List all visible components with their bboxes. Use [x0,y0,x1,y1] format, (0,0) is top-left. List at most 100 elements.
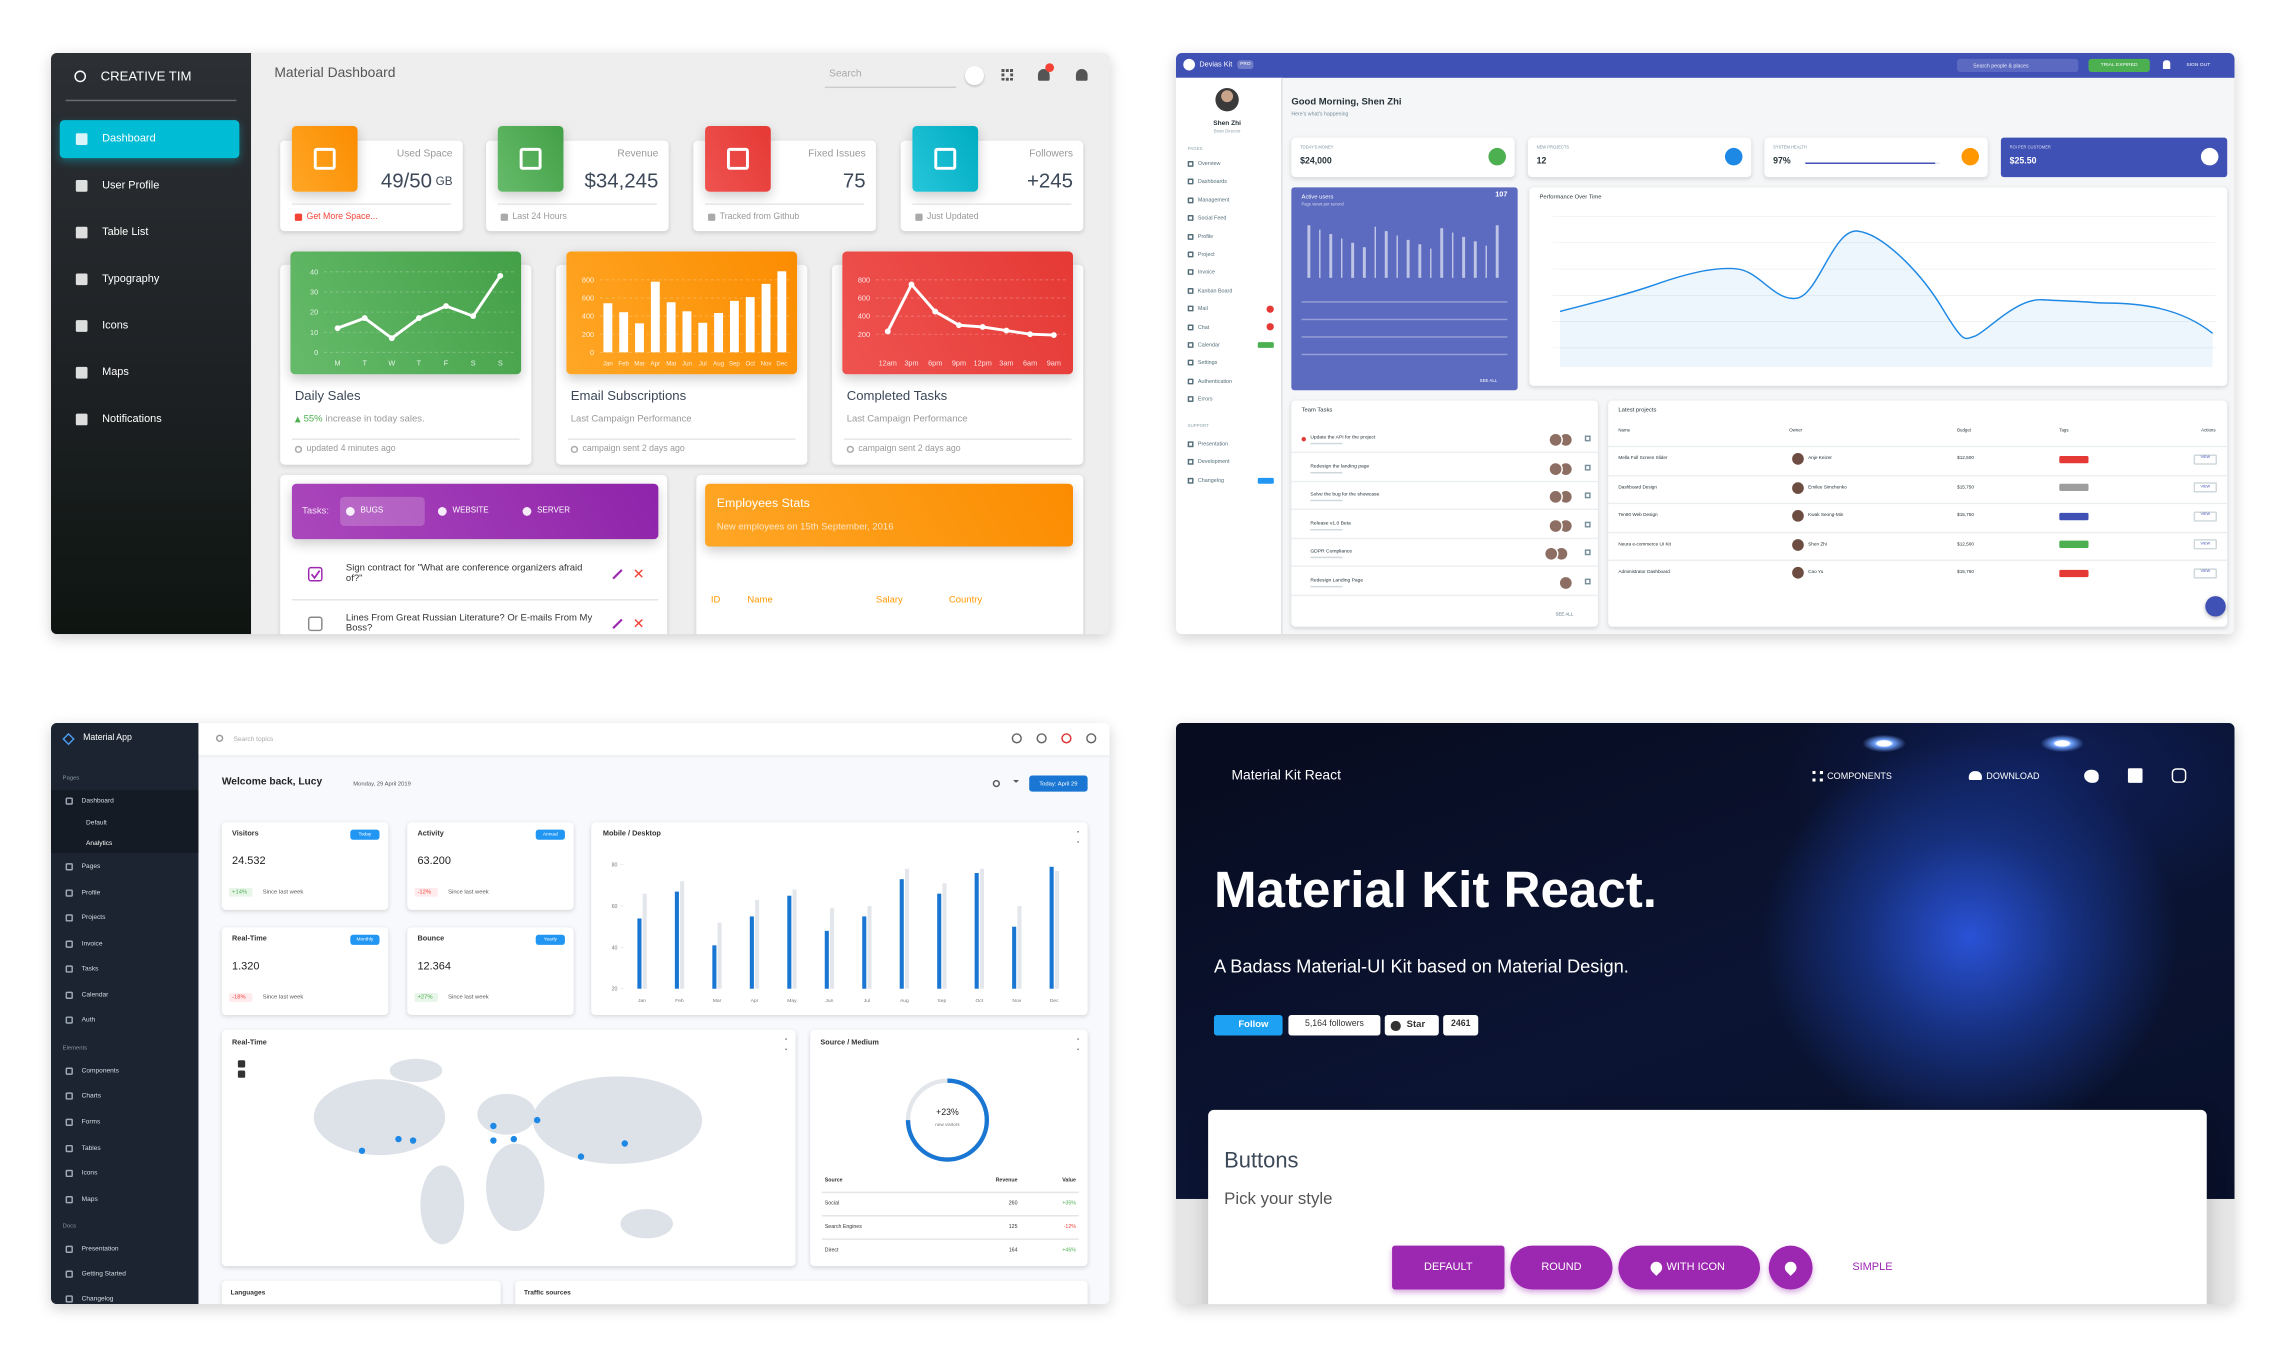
nav-item[interactable]: Profile [81,888,101,896]
label[interactable]: SIGN OUT [2186,61,2211,67]
trial-button[interactable] [2088,58,2150,72]
search-box[interactable] [1957,58,2079,72]
top-icon[interactable] [1036,733,1047,744]
nav-item[interactable]: Dashboard [81,796,114,804]
nav-item[interactable]: Project [1197,251,1215,258]
nav-item[interactable]: Changelog [81,1294,114,1302]
donut-arc [905,1078,990,1162]
nav-item[interactable]: Presentation [81,1244,119,1253]
search-input[interactable]: Search [829,69,862,80]
apps-icon[interactable] [1001,69,1014,81]
top-icon[interactable] [1086,733,1097,744]
button[interactable] [1510,1245,1613,1290]
view-button[interactable] [2193,510,2217,521]
nav-item[interactable]: Social Feed [1197,215,1227,221]
nav-item[interactable]: Icons [102,318,129,332]
top-icon[interactable] [1011,733,1022,744]
button[interactable] [1392,1245,1505,1290]
nav-item[interactable]: Notifications [102,411,162,425]
nav-item[interactable]: Tasks [81,964,99,972]
view-button[interactable] [2193,453,2217,464]
search-input[interactable]: Search topics [233,735,274,743]
bell-icon[interactable] [1037,69,1050,81]
follow-button[interactable] [1213,1015,1283,1036]
tab[interactable]: SERVER [537,506,571,516]
label[interactable]: SEE ALL [1479,377,1498,384]
today-button[interactable] [1029,775,1088,792]
nav-item[interactable]: User Profile [102,178,160,192]
nav-item[interactable]: Icons [81,1168,98,1177]
nav-item[interactable]: Default [86,818,107,826]
filter-icon[interactable] [1013,779,1019,783]
nav-item[interactable]: Mail [1197,305,1208,312]
nav-item[interactable]: Invoice [1197,269,1215,276]
nav-item[interactable]: Chat [1197,323,1210,330]
nav-item[interactable]: Calendar [81,990,109,999]
nav-item[interactable]: Getting Started [81,1269,126,1277]
nav-item[interactable]: Dashboards [1197,178,1227,185]
nav-item[interactable]: Typography [102,271,160,285]
label: Release v1.0 Beta [1310,519,1351,526]
facebook-icon[interactable] [2127,768,2143,783]
view-button[interactable] [2193,539,2217,550]
avatar [1543,546,1559,562]
nav-item[interactable]: Management [1197,197,1230,203]
tab[interactable]: WEBSITE [452,506,489,516]
label: Kwak Seong-Min [1808,511,1844,518]
button[interactable]: SIMPLE [1852,1259,1893,1273]
bell-icon[interactable] [2162,60,2171,70]
row-line [1291,536,1598,538]
nav-item[interactable]: Authentication [1197,378,1233,384]
nav-icon [1187,179,1194,185]
nav-item[interactable]: Maps [102,364,129,379]
nav-item[interactable]: Maps [81,1195,98,1203]
nav-item[interactable]: Calendar [1197,341,1220,348]
nav-link[interactable]: COMPONENTS [1827,771,1892,783]
nav-link[interactable]: DOWNLOAD [1986,771,2040,783]
nav-item[interactable]: Tables [81,1144,101,1152]
user-icon[interactable] [1075,69,1088,81]
top-icon[interactable] [1061,733,1072,744]
tab[interactable]: BUGS [360,506,384,516]
nav-item[interactable]: Analytics [86,838,113,847]
stat-card [2000,137,2228,178]
change-bg [229,887,253,897]
search-button[interactable] [964,66,984,86]
button[interactable] [1618,1245,1760,1290]
checkbox[interactable] [307,566,323,582]
view-button[interactable] [2193,482,2217,493]
zoom-out[interactable] [237,1070,246,1078]
view-button[interactable] [2193,567,2217,578]
y-tick-label: 200 [858,330,870,339]
bar-decor [1462,236,1466,278]
nav-item[interactable]: Dashboard [102,131,156,145]
label: 2461 [1450,1020,1471,1029]
nav-item[interactable]: Projects [81,913,106,921]
nav-item[interactable]: Settings [1197,359,1218,366]
fab[interactable] [2205,596,2226,617]
nav-icon [75,366,88,379]
nav-item[interactable]: Components [81,1066,119,1075]
nav-item[interactable]: Development [1197,459,1230,466]
nav-item[interactable]: Profile [1197,233,1214,240]
nav-item[interactable]: Forms [81,1117,101,1126]
nav-item[interactable]: Overview [1197,160,1221,167]
nav-item[interactable]: Changelog [1197,477,1224,484]
nav-item[interactable]: Presentation [1197,441,1229,448]
twitter-icon[interactable] [2084,769,2099,783]
zoom-in[interactable] [237,1060,246,1068]
label[interactable]: SEE ALL [1555,611,1574,617]
nav-item[interactable]: Invoice [81,939,103,947]
nav-item[interactable]: Kanban Board [1197,287,1233,294]
nav-item[interactable]: Pages [81,862,101,870]
instagram-icon[interactable] [2171,768,2187,783]
refresh-icon[interactable] [992,779,1000,788]
nav-item[interactable]: Table List [102,224,149,238]
nav-item[interactable]: Auth [81,1015,96,1023]
point [908,281,915,288]
nav-item[interactable]: Charts [81,1091,102,1099]
checkbox[interactable] [307,616,323,632]
nav-item[interactable]: Errors [1197,396,1213,403]
stat-footer[interactable]: Get More Space... [306,212,378,221]
brand[interactable]: Material Kit React [1231,767,1341,784]
